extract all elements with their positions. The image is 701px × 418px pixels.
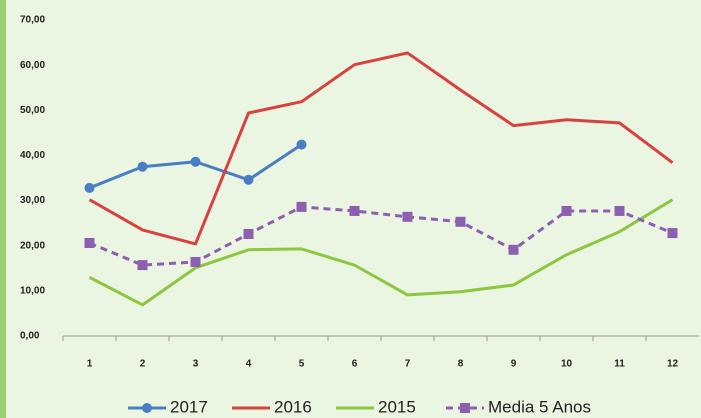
data-point	[614, 205, 625, 216]
data-point	[508, 244, 519, 255]
data-point	[402, 211, 413, 222]
data-point	[455, 216, 466, 227]
data-point	[561, 205, 572, 216]
left-border	[0, 0, 6, 418]
data-point	[349, 205, 360, 216]
legend-label: 2017	[170, 397, 208, 416]
x-tick-label: 1	[87, 359, 93, 370]
y-tick-label: 30,00	[20, 195, 45, 206]
y-tick-label: 10,00	[20, 285, 45, 296]
x-tick-label: 9	[511, 359, 517, 370]
legend-label: Media 5 Anos	[488, 397, 591, 416]
x-tick-label: 4	[246, 359, 252, 370]
data-point	[84, 238, 95, 249]
data-point	[137, 161, 148, 172]
x-tick-label: 12	[667, 359, 679, 370]
data-point	[84, 182, 95, 193]
x-tick-label: 3	[193, 359, 199, 370]
series-line	[88, 205, 674, 267]
x-tick-label: 11	[614, 359, 625, 370]
legend-marker	[142, 403, 152, 413]
data-point	[190, 256, 201, 267]
data-point	[243, 174, 254, 185]
x-tick-label: 5	[299, 359, 305, 370]
data-point	[190, 156, 201, 167]
x-tick-label: 10	[561, 359, 573, 370]
x-tick-label: 7	[405, 359, 411, 370]
legend-label: 2016	[274, 397, 312, 416]
x-tick-label: 2	[140, 359, 146, 370]
data-point	[137, 260, 148, 271]
x-tick-label: 8	[458, 359, 464, 370]
y-tick-label: 0,00	[20, 331, 40, 342]
series-line	[88, 198, 674, 307]
y-tick-label: 20,00	[20, 240, 45, 251]
data-point	[296, 201, 307, 212]
y-tick-label: 40,00	[20, 150, 45, 161]
data-point	[296, 139, 307, 150]
y-tick-label: 70,00	[20, 15, 45, 26]
data-point	[667, 228, 678, 239]
legend-marker	[460, 403, 470, 413]
data-point	[243, 228, 254, 239]
x-tick-label: 6	[352, 359, 358, 370]
y-tick-label: 60,00	[20, 60, 45, 71]
legend-label: 2015	[378, 397, 416, 416]
series-line	[88, 51, 674, 246]
y-tick-label: 50,00	[20, 105, 45, 116]
